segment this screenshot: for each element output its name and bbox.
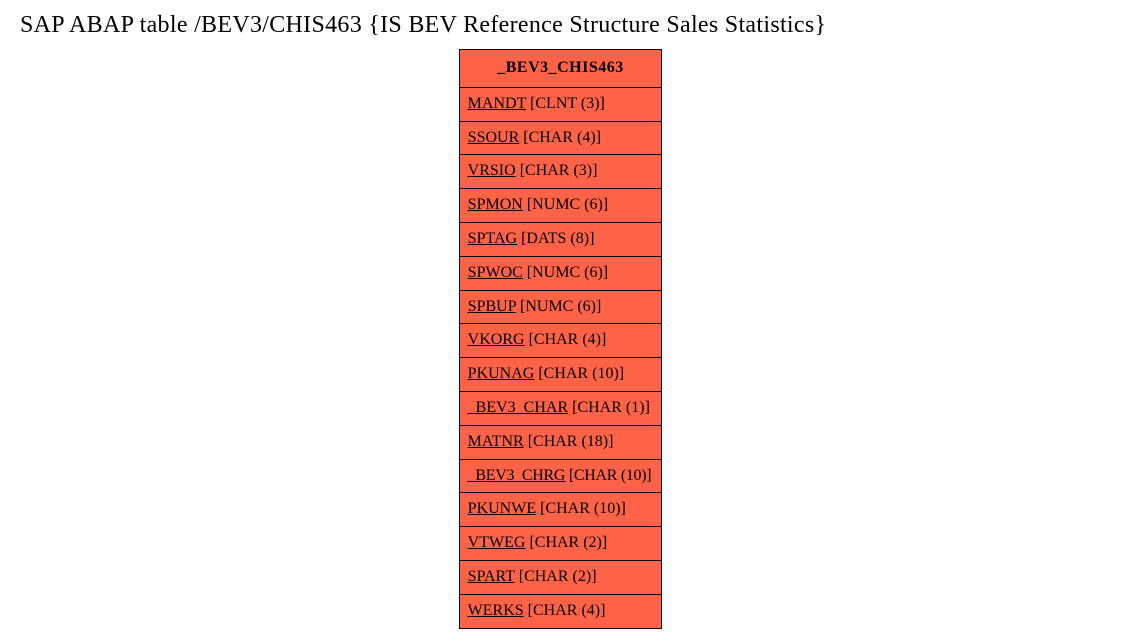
table-row: PKUNAG [CHAR (10)] xyxy=(459,358,662,392)
field-name: SPTAG xyxy=(468,230,517,247)
table-row: SPTAG [DATS (8)] xyxy=(459,222,662,256)
field-name: SPBUP xyxy=(468,298,516,315)
field-name: MATNR xyxy=(468,433,524,450)
field-name: SPART xyxy=(468,568,515,585)
erd-table: _BEV3_CHIS463 MANDT [CLNT (3)]SSOUR [CHA… xyxy=(459,49,663,629)
page-title: SAP ABAP table /BEV3/CHIS463 {IS BEV Ref… xyxy=(20,12,1101,39)
field-name: VRSIO xyxy=(468,162,516,179)
field-type: [CHAR (4)] xyxy=(525,331,607,348)
field-type: [CHAR (10)] xyxy=(534,365,624,382)
field-name: PKUNWE xyxy=(468,500,536,517)
table-row: _BEV3_CHRG [CHAR (10)] xyxy=(459,459,662,493)
table-row: MANDT [CLNT (3)] xyxy=(459,87,662,121)
field-name: PKUNAG xyxy=(468,365,535,382)
field-type: [CHAR (3)] xyxy=(516,162,598,179)
field-type: [CHAR (4)] xyxy=(524,602,606,619)
field-name: VKORG xyxy=(468,331,525,348)
table-row: SPWOC [NUMC (6)] xyxy=(459,256,662,290)
table-row: SSOUR [CHAR (4)] xyxy=(459,121,662,155)
field-name: _BEV3_CHRG xyxy=(468,467,565,484)
field-type: [CHAR (2)] xyxy=(515,568,597,585)
field-type: [CHAR (10)] xyxy=(536,500,626,517)
table-body: MANDT [CLNT (3)]SSOUR [CHAR (4)]VRSIO [C… xyxy=(459,87,662,628)
table-row: SPMON [NUMC (6)] xyxy=(459,189,662,223)
table-header: _BEV3_CHIS463 xyxy=(459,50,662,88)
table-row: SPART [CHAR (2)] xyxy=(459,560,662,594)
field-type: [CLNT (3)] xyxy=(526,95,605,112)
field-type: [NUMC (6)] xyxy=(523,196,608,213)
field-name: SSOUR xyxy=(468,129,520,146)
table-row: VKORG [CHAR (4)] xyxy=(459,324,662,358)
table-container: _BEV3_CHIS463 MANDT [CLNT (3)]SSOUR [CHA… xyxy=(20,49,1101,629)
field-type: [CHAR (18)] xyxy=(524,433,614,450)
field-type: [CHAR (4)] xyxy=(519,129,601,146)
table-row: PKUNWE [CHAR (10)] xyxy=(459,493,662,527)
field-type: [NUMC (6)] xyxy=(523,264,608,281)
field-type: [CHAR (1)] xyxy=(568,399,650,416)
field-type: [CHAR (2)] xyxy=(525,534,607,551)
field-name: SPWOC xyxy=(468,264,523,281)
field-name: VTWEG xyxy=(468,534,526,551)
table-row: _BEV3_CHAR [CHAR (1)] xyxy=(459,391,662,425)
table-row: WERKS [CHAR (4)] xyxy=(459,594,662,628)
field-name: SPMON xyxy=(468,196,523,213)
field-name: WERKS xyxy=(468,602,524,619)
field-name: _BEV3_CHAR xyxy=(468,399,568,416)
field-type: [DATS (8)] xyxy=(517,230,594,247)
field-type: [CHAR (10)] xyxy=(565,467,651,484)
table-row: MATNR [CHAR (18)] xyxy=(459,425,662,459)
table-row: VTWEG [CHAR (2)] xyxy=(459,527,662,561)
table-row: SPBUP [NUMC (6)] xyxy=(459,290,662,324)
field-name: MANDT xyxy=(468,95,526,112)
table-row: VRSIO [CHAR (3)] xyxy=(459,155,662,189)
field-type: [NUMC (6)] xyxy=(516,298,601,315)
